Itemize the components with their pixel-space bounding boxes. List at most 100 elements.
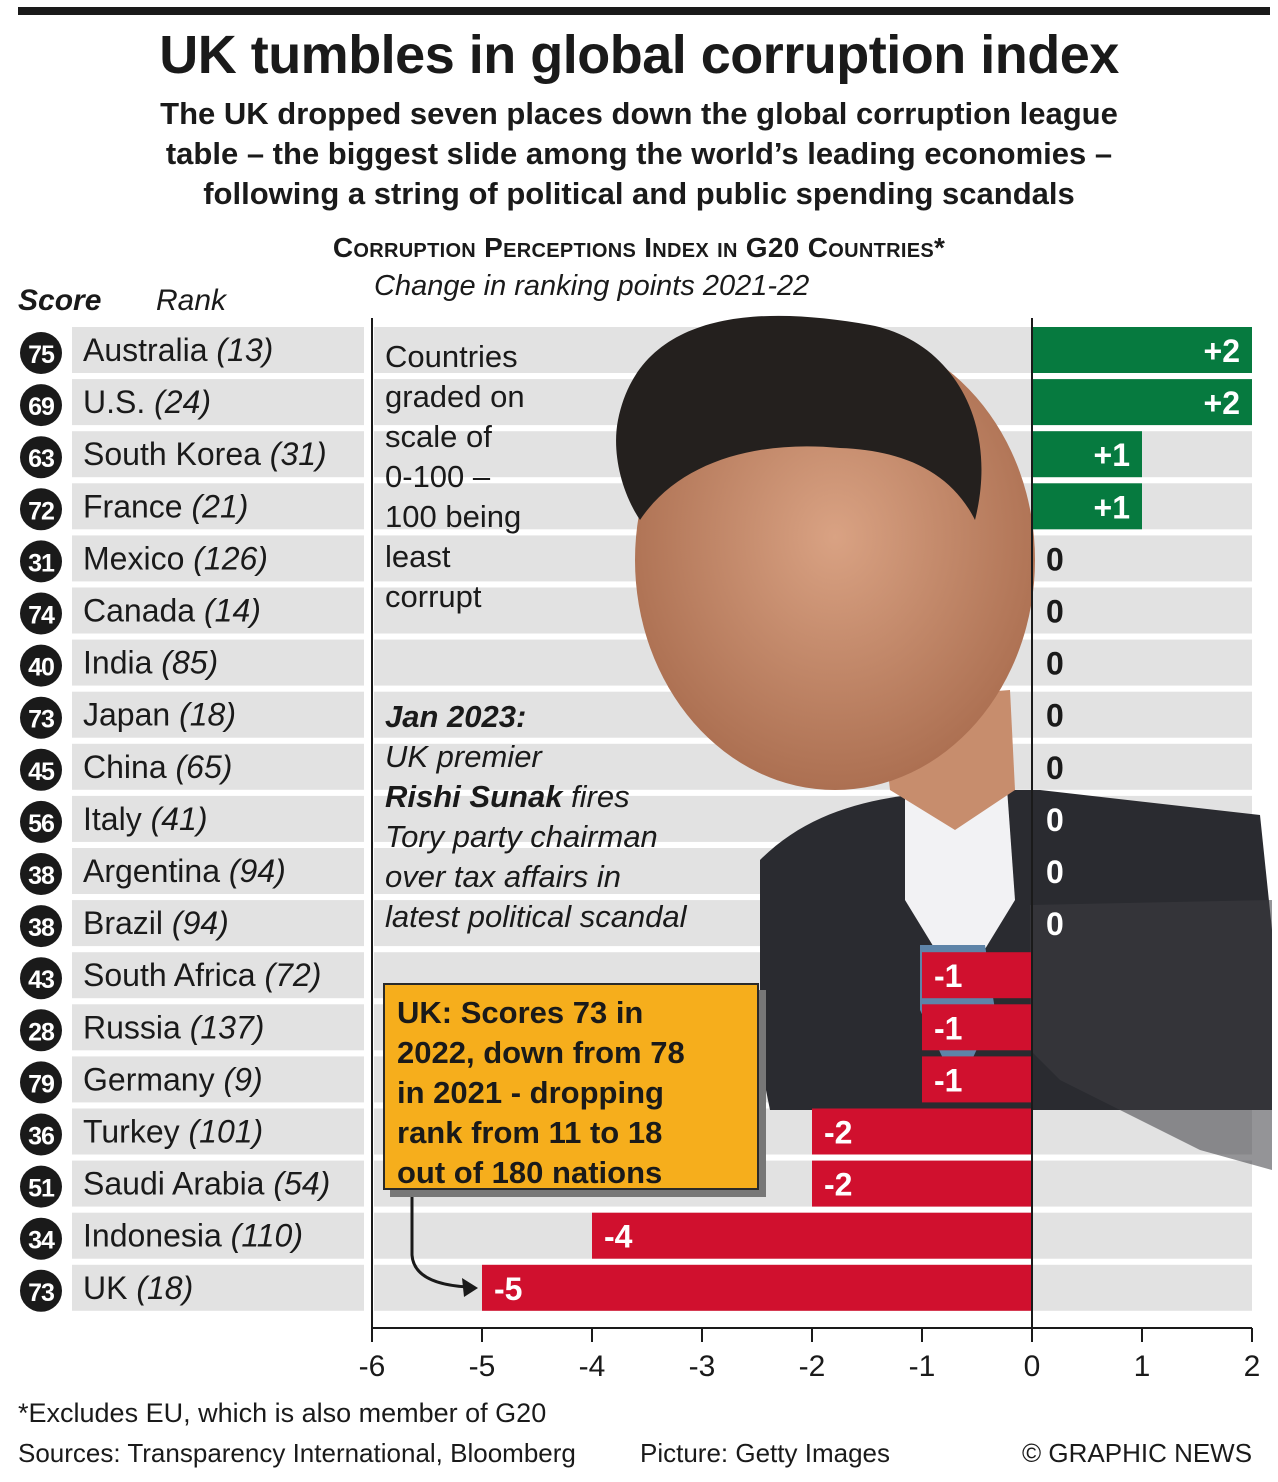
- bar: [482, 1264, 1032, 1311]
- bar-value-label: 0: [1046, 698, 1064, 734]
- bar-value-label: -1: [934, 1062, 962, 1098]
- subtitle-line: The UK dropped seven places down the glo…: [160, 96, 1118, 131]
- rank-label: (18): [179, 697, 236, 733]
- callout-line: in 2021 - dropping: [397, 1075, 664, 1110]
- bar: [1032, 483, 1142, 530]
- score-value: 72: [28, 497, 54, 525]
- note-line: corrupt: [385, 579, 482, 614]
- score-badge: [20, 592, 62, 635]
- rank-label: (72): [264, 957, 321, 993]
- note-line: graded on: [385, 379, 525, 414]
- country-label: India (85): [83, 645, 218, 681]
- bar-value-label: 0: [1046, 854, 1064, 890]
- score-value: 74: [28, 602, 55, 630]
- row-bg-left: [72, 848, 364, 894]
- x-tick-label: -4: [579, 1350, 606, 1383]
- note-line: 0-100 –: [385, 459, 491, 494]
- hair-shape: [616, 315, 982, 520]
- score-badge: [20, 748, 62, 791]
- quote-text: fires: [562, 779, 630, 814]
- score-value: 69: [28, 393, 54, 421]
- score-value: 75: [28, 341, 55, 369]
- country-label: France (21): [83, 488, 248, 524]
- row-bg-left: [72, 795, 364, 842]
- row-bg-left: [72, 327, 364, 373]
- row-bg-left: [72, 587, 364, 634]
- quote-name: Rishi Sunak: [385, 779, 563, 814]
- score-value: 38: [28, 862, 55, 890]
- bar: [592, 1212, 1032, 1259]
- score-value: 43: [28, 966, 54, 994]
- quote-line: Tory party chairman: [385, 819, 658, 854]
- uk-pointer-arrow: [410, 1196, 469, 1289]
- score-badge: [20, 644, 62, 687]
- row-bg-left: [72, 1160, 364, 1207]
- score-badge: [20, 957, 62, 1000]
- rank-label: (13): [216, 332, 273, 368]
- scale-note: Countries graded on scale of 0-100 – 100…: [385, 337, 525, 617]
- score-value: 40: [28, 654, 54, 682]
- row-bg-left: [72, 639, 364, 686]
- note-line: Countries: [385, 339, 518, 374]
- callout-line: 2022, down from 78: [397, 1035, 685, 1070]
- chart-subtitle: Change in ranking points 2021-22: [374, 270, 810, 302]
- x-tick-label: -2: [799, 1350, 826, 1383]
- score-badge: [20, 800, 62, 843]
- score-badge: [20, 696, 62, 739]
- bar: [922, 1004, 1032, 1051]
- score-value: 28: [28, 1018, 55, 1046]
- rank-label: (24): [154, 384, 211, 420]
- bar-value-label: 0: [1046, 750, 1064, 786]
- row-bg-left: [72, 483, 364, 530]
- shirt-shape: [905, 760, 1015, 990]
- x-tick-label: 2: [1244, 1350, 1261, 1383]
- rank-label: (14): [204, 593, 261, 629]
- bar-value-label: +1: [1094, 489, 1130, 525]
- quote-line: UK premier: [385, 739, 542, 774]
- score-badge: [20, 540, 62, 583]
- score-badge: [20, 1269, 62, 1312]
- scandal-annotation: Jan 2023: UK premier Rishi Sunak fires T…: [385, 697, 687, 937]
- rank-label: (126): [193, 540, 268, 576]
- bar-value-label: -1: [934, 958, 962, 994]
- row-bg-left: [72, 535, 364, 582]
- rank-label: (31): [270, 436, 327, 472]
- x-tick-label: 1: [1134, 1350, 1151, 1383]
- score-value: 34: [28, 1227, 55, 1255]
- rank-label: (41): [151, 801, 208, 837]
- row-bg-left: [72, 952, 364, 999]
- note-line: least: [385, 539, 451, 574]
- bar-value-label: -1: [934, 1010, 962, 1046]
- callout-line: UK: Scores 73 in: [397, 995, 644, 1030]
- rank-label: (65): [176, 749, 233, 785]
- rank-label: (21): [191, 488, 248, 524]
- bar: [1032, 327, 1252, 373]
- row-bg-left: [72, 1212, 364, 1259]
- bar-value-label: -2: [824, 1167, 852, 1203]
- quote-line: Jan 2023:: [385, 697, 687, 737]
- row-bg-left: [72, 431, 364, 478]
- subtitle: The UK dropped seven places down the glo…: [60, 94, 1218, 214]
- publisher-credit: © GRAPHIC NEWS: [1022, 1438, 1253, 1468]
- bar: [1032, 431, 1142, 478]
- score-header: Score: [18, 284, 102, 317]
- country-label: South Africa (72): [83, 957, 321, 993]
- bar-value-label: +1: [1094, 437, 1130, 473]
- row-bg-left: [72, 1004, 364, 1051]
- score-badge: [20, 436, 62, 479]
- quote-line: latest political scandal: [385, 899, 687, 934]
- country-label: Australia (13): [83, 332, 273, 368]
- brush-texture: [1030, 900, 1272, 1170]
- bar: [922, 952, 1032, 999]
- country-label: Mexico (126): [83, 540, 268, 576]
- rank-label: (110): [231, 1218, 303, 1254]
- page-title: UK tumbles in global corruption index: [159, 25, 1119, 85]
- row-bg-left: [72, 691, 364, 738]
- subtitle-line: table – the biggest slide among the worl…: [165, 136, 1113, 171]
- country-label: Saudi Arabia (54): [83, 1166, 330, 1202]
- bar-value-label: -4: [604, 1219, 633, 1255]
- country-label: Indonesia (110): [83, 1218, 303, 1254]
- bar: [812, 1108, 1032, 1155]
- country-label: Argentina (94): [83, 853, 286, 889]
